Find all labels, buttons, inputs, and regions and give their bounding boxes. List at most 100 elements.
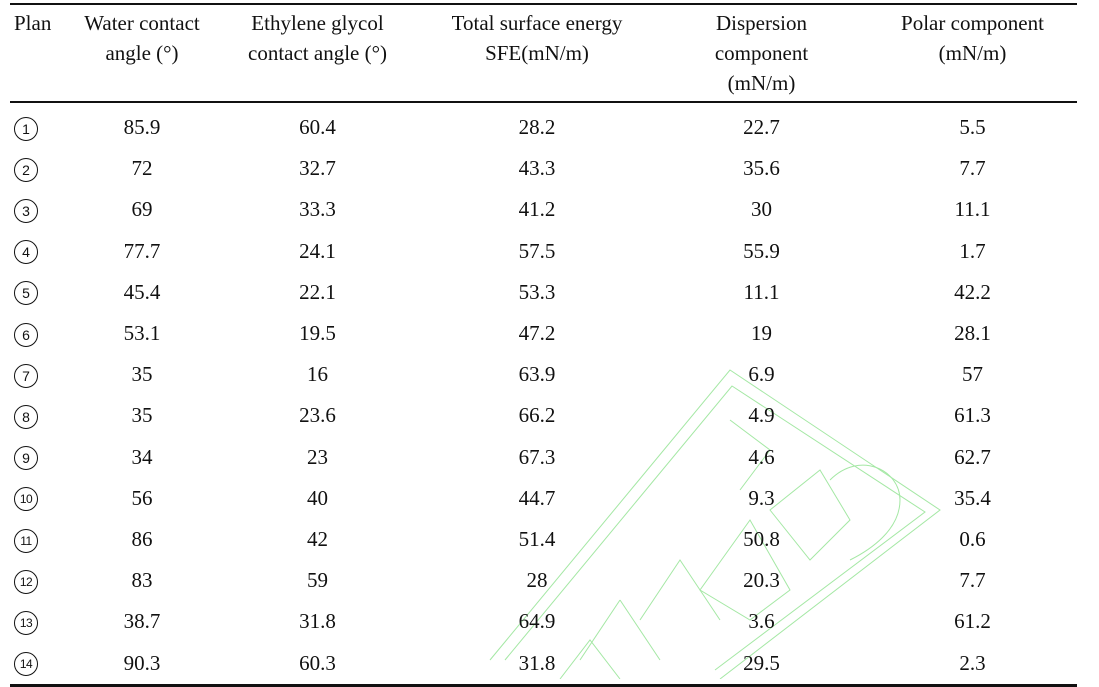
cell-plan: 14: [10, 642, 68, 685]
header-polar-component: Polar component (mN/m): [868, 4, 1077, 103]
plan-number-badge: 12: [14, 569, 38, 594]
plan-number-badge: 7: [14, 363, 38, 388]
table-body: 1 85.9 60.4 28.2 22.7 5.5 2 72 32.7 43.3 35.6 7.7 3 6…: [10, 102, 1077, 685]
table-row: 3 69 33.3 41.2 30 11.1: [10, 189, 1077, 230]
cell-water: 34: [131, 444, 153, 469]
header-eg-contact-angle: Ethylene glycol contact angle (°): [216, 4, 419, 103]
plan-number-badge: 6: [14, 322, 38, 347]
cell-water: 77.7: [123, 238, 161, 263]
cell-eg: 23: [307, 444, 328, 469]
cell-eg: 60.4: [299, 115, 336, 140]
cell-water: 35: [131, 403, 153, 428]
cell-polar: 42.2: [954, 279, 991, 304]
table-row: 7 35 16 63.9 6.9 57: [10, 354, 1077, 395]
header-eg-line1: Ethylene glycol: [251, 11, 384, 35]
cell-eg: 40: [307, 485, 328, 510]
cell-water: 56: [131, 485, 153, 510]
cell-sfe: 41.2: [518, 197, 556, 222]
cell-eg: 31.8: [299, 609, 336, 634]
table-row: 4 77.7 24.1 57.5 55.9 1.7: [10, 231, 1077, 272]
cell-disp: 4.6: [748, 444, 775, 469]
header-plan: Plan: [10, 4, 68, 103]
header-plan-label: Plan: [14, 11, 52, 35]
cell-sfe: 51.4: [518, 526, 556, 551]
cell-disp: 50.8: [743, 526, 780, 551]
cell-water: 90.3: [123, 650, 161, 675]
cell-sfe: 63.9: [518, 362, 556, 387]
cell-water: 69: [131, 197, 153, 222]
header-eg-line2: contact angle (°): [248, 41, 387, 65]
table-row: 12 83 59 28 20.3 7.7: [10, 560, 1077, 601]
cell-polar: 7.7: [959, 156, 986, 181]
cell-polar: 2.3: [959, 650, 986, 675]
table-row: 2 72 32.7 43.3 35.6 7.7: [10, 148, 1077, 189]
cell-plan: 10: [10, 478, 68, 519]
cell-sfe: 43.3: [518, 156, 556, 181]
cell-water: 45.4: [123, 279, 161, 304]
cell-water: 38.7: [123, 609, 161, 634]
cell-eg: 24.1: [299, 238, 336, 263]
cell-water: 35: [131, 362, 153, 387]
cell-disp: 22.7: [743, 115, 780, 140]
plan-number-badge: 2: [14, 157, 38, 182]
cell-disp: 35.6: [743, 156, 780, 181]
cell-sfe: 53.3: [518, 279, 556, 304]
cell-plan: 8: [10, 395, 68, 436]
cell-plan: 7: [10, 354, 68, 395]
cell-polar: 62.7: [954, 444, 991, 469]
header-disp-line1: Dispersion: [716, 11, 807, 35]
cell-disp: 4.9: [748, 403, 775, 428]
cell-plan: 6: [10, 313, 68, 354]
cell-sfe: 57.5: [518, 238, 556, 263]
cell-plan: 12: [10, 560, 68, 601]
cell-eg: 42: [307, 526, 328, 551]
cell-water: 53.1: [123, 321, 161, 346]
table-row: 13 38.7 31.8 64.9 3.6 61.2: [10, 601, 1077, 642]
cell-disp: 30: [751, 197, 772, 222]
table-row: 5 45.4 22.1 53.3 11.1 42.2: [10, 272, 1077, 313]
cell-disp: 9.3: [748, 485, 775, 510]
cell-plan: 13: [10, 601, 68, 642]
table-row: 10 56 40 44.7 9.3 35.4: [10, 478, 1077, 519]
cell-plan: 11: [10, 519, 68, 560]
header-dispersion-component: Dispersion component (mN/m): [655, 4, 868, 103]
cell-disp: 55.9: [743, 238, 780, 263]
header-total-sfe: Total surface energy SFE(mN/m): [419, 4, 655, 103]
plan-number-badge: 3: [14, 199, 38, 224]
cell-plan: 2: [10, 148, 68, 189]
cell-sfe: 66.2: [518, 403, 556, 428]
cell-eg: 23.6: [299, 403, 336, 428]
cell-eg: 59: [307, 568, 328, 593]
header-sfe-line2: SFE(mN/m): [485, 41, 589, 65]
surface-energy-table: Plan Water contact angle (°) Ethylene gl…: [10, 3, 1077, 687]
plan-number-badge: 8: [14, 405, 38, 429]
cell-polar: 7.7: [959, 568, 986, 593]
table-header-row: Plan Water contact angle (°) Ethylene gl…: [10, 4, 1077, 103]
cell-sfe: 28: [526, 568, 548, 593]
header-sfe-line1: Total surface energy: [451, 11, 623, 35]
cell-polar: 57: [962, 362, 983, 387]
cell-polar: 28.1: [954, 321, 991, 346]
cell-water: 86: [131, 526, 153, 551]
cell-sfe: 64.9: [518, 609, 556, 634]
plan-number-badge: 1: [14, 116, 38, 141]
cell-polar: 1.7: [959, 238, 986, 263]
plan-number-badge: 9: [14, 446, 38, 471]
cell-polar: 11.1: [954, 197, 991, 222]
cell-polar: 5.5: [959, 115, 986, 140]
cell-sfe: 47.2: [518, 321, 556, 346]
header-disp-line3: (mN/m): [727, 71, 796, 95]
cell-eg: 33.3: [299, 197, 336, 222]
cell-disp: 19: [751, 321, 772, 346]
header-water-line2: angle (°): [105, 41, 179, 65]
plan-number-badge: 11: [14, 528, 38, 553]
cell-eg: 16: [307, 362, 328, 387]
cell-disp: 11.1: [743, 279, 780, 304]
cell-sfe: 28.2: [518, 115, 556, 140]
plan-number-badge: 10: [14, 487, 38, 512]
cell-eg: 32.7: [299, 156, 336, 181]
cell-disp: 3.6: [748, 609, 775, 634]
cell-eg: 60.3: [299, 650, 336, 675]
cell-eg: 22.1: [299, 279, 336, 304]
cell-water: 85.9: [123, 115, 161, 140]
